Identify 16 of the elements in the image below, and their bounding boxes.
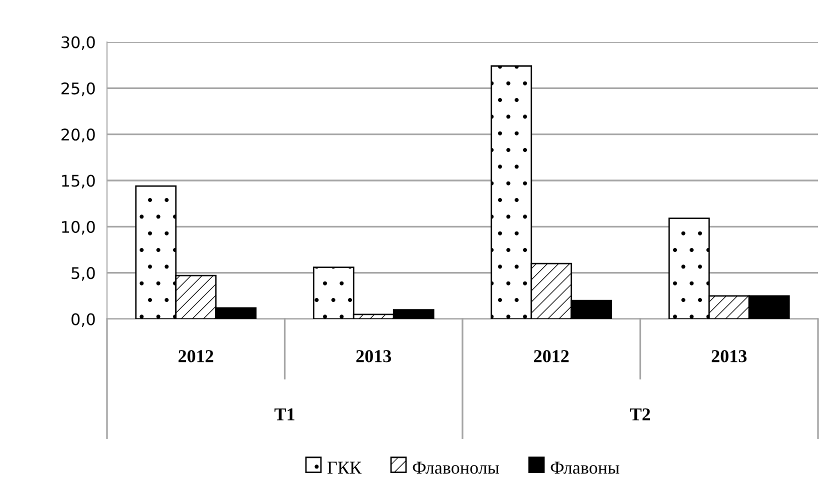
legend-label: ГКК <box>328 462 362 474</box>
text: T2 <box>630 408 650 420</box>
y-tick-label: 30,0 <box>62 36 95 50</box>
y-tick-label: 20,0 <box>61 128 95 142</box>
y-tick-label: 15,0 <box>62 174 95 188</box>
legend-label: Флавоны <box>550 462 620 474</box>
x-tick-label: 2012 <box>178 350 214 362</box>
x-tick-label: 2013 <box>712 350 747 362</box>
y-tick-label: 10,0 <box>62 220 95 235</box>
legend-label: Флавонолы <box>412 462 500 474</box>
x-tick-label: 2013 <box>356 350 392 362</box>
text: T1 <box>274 408 294 420</box>
y-tick-label: 0,0 <box>72 313 95 327</box>
y-tick-label: 25,0 <box>61 82 95 96</box>
y-tick-label: 5,0 <box>72 267 95 281</box>
x-tick-label: 2012 <box>534 350 569 362</box>
